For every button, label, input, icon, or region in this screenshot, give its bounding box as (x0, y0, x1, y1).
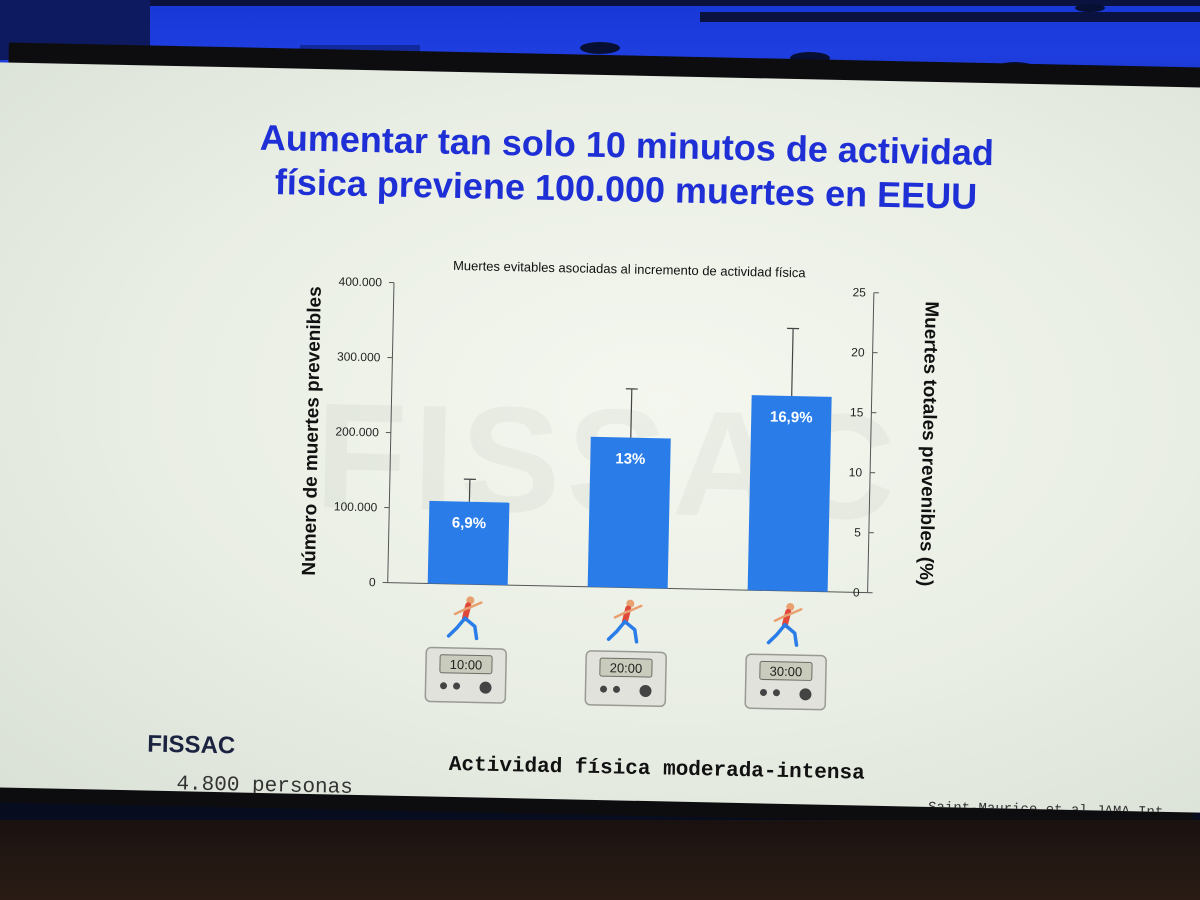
bar (747, 395, 832, 592)
runner-icon (766, 603, 803, 647)
error-bar (791, 328, 794, 397)
brand-logo-text: FISSAC (146, 730, 236, 760)
y2-tick-label: 15 (850, 405, 864, 419)
timer-icon: 30:00 (744, 653, 827, 711)
error-bar (630, 388, 633, 438)
timer-button (600, 685, 608, 693)
sample-size: 4.800 personas (176, 773, 354, 800)
runner-arm (786, 607, 803, 617)
y-tick-label: 400.000 (338, 274, 382, 289)
runner-icon (606, 599, 643, 644)
runner-leg (446, 616, 467, 638)
runner-leg (463, 616, 479, 641)
category-icons: 10:00 20:00 30:00 (424, 596, 827, 711)
projector-screen: FISSAC Aumentar tan solo 10 minutos de a… (0, 42, 1200, 828)
y-tick-label: 300.000 (337, 349, 381, 364)
y-axis-label: Número de muertes prevenibles (299, 286, 326, 576)
y-tick-label: 100.000 (334, 499, 378, 514)
y-tick-label: 0 (369, 575, 376, 589)
runner-arm (453, 606, 469, 616)
y2-tick-label: 20 (851, 345, 865, 359)
runner-leg (623, 619, 639, 644)
y-axis-right (867, 292, 875, 593)
timer-icon: 20:00 (584, 650, 667, 708)
bar (587, 436, 671, 589)
runner-arm (613, 610, 629, 619)
bar (427, 500, 510, 586)
chart-title: Muertes evitables asociadas al increment… (453, 258, 807, 280)
runner-arm (626, 604, 643, 613)
timer-button (772, 689, 780, 697)
timer-display-text: 20:00 (610, 660, 643, 676)
y2-tick-label: 5 (854, 525, 861, 539)
timer-button (639, 684, 652, 697)
runner-leg (766, 623, 787, 645)
runner-arm (773, 613, 789, 622)
y2-tick-label: 10 (849, 465, 863, 479)
timer-display-text: 30:00 (770, 664, 803, 680)
timer-display (599, 657, 653, 678)
timer-button (759, 688, 767, 696)
presentation-slide: FISSAC Aumentar tan solo 10 minutos de a… (0, 62, 1200, 813)
y-tick-label: 200.000 (335, 424, 379, 439)
bars: 6,9% 13% 16,9% (427, 327, 832, 592)
data-label: 6,9% (452, 514, 487, 532)
runner-leg (783, 623, 799, 647)
y-ticks-right: 0 5 10 15 20 25 (849, 285, 879, 599)
y2-tick-label: 25 (852, 285, 866, 299)
timer-button (479, 681, 492, 694)
runner-arm (466, 601, 483, 610)
timer-display (439, 654, 493, 675)
timer-button (613, 685, 621, 693)
timer-icon: 10:00 (424, 646, 507, 704)
timer-display (759, 660, 813, 681)
timer-button (453, 682, 461, 690)
data-label: 13% (615, 450, 645, 468)
timer-display-text: 10:00 (450, 657, 483, 673)
data-label: 16,9% (770, 409, 813, 427)
y2-axis-label: Muertes totales prevenibles (%) (915, 301, 942, 586)
bar-chart: Muertes evitables asociadas al increment… (299, 258, 942, 711)
timer-button (440, 682, 448, 690)
timer-button (799, 688, 812, 701)
floor-background (0, 820, 1200, 900)
y2-tick-label: 0 (853, 585, 860, 599)
runner-leg (606, 619, 627, 641)
y-ticks-left: 0 100.000 200.000 300.000 400.000 (334, 274, 394, 589)
runner-icon (446, 596, 483, 641)
